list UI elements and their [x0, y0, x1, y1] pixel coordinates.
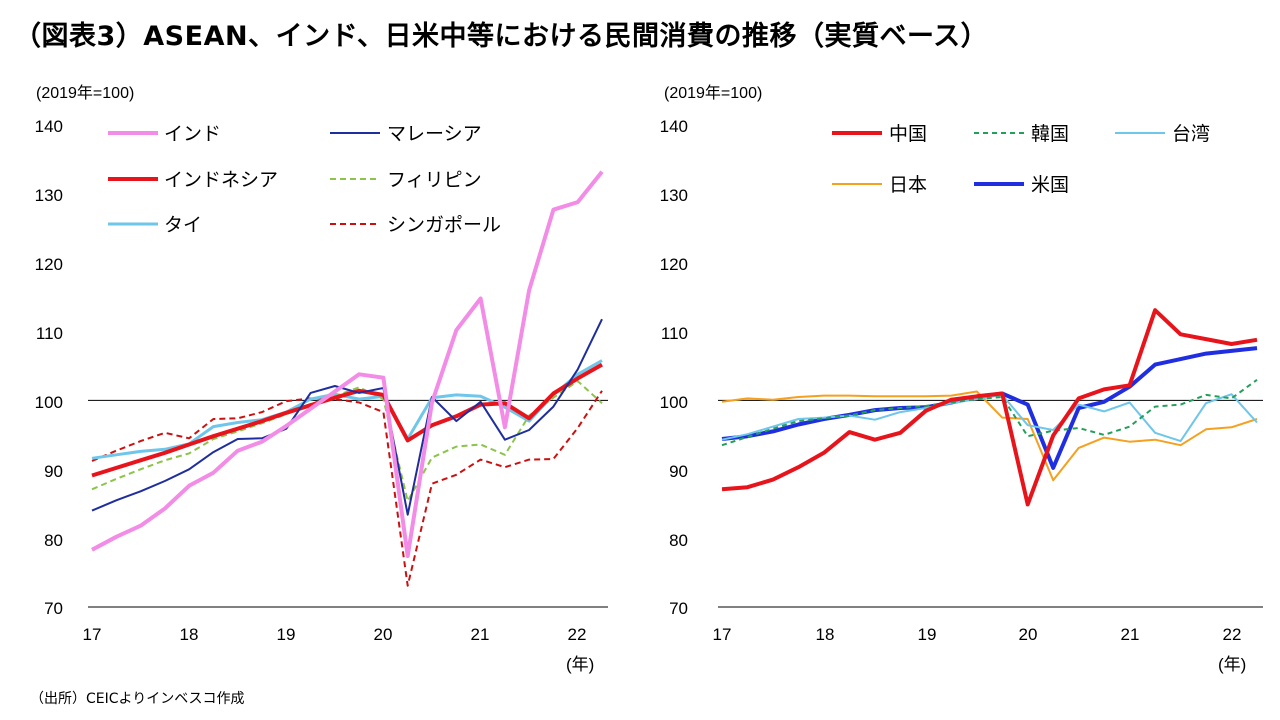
legend-label-usa: 米国 — [1031, 174, 1069, 196]
x-tick-label: 22 — [1223, 625, 1242, 644]
y-tick-label: 100 — [660, 393, 688, 412]
chart-title: （図表3）ASEAN、インド、日米中等における民間消費の推移（実質ベース） — [14, 21, 989, 52]
x-tick-label: 21 — [1121, 625, 1140, 644]
series-line-インド — [91, 170, 604, 558]
y-tick-label: 110 — [36, 324, 63, 343]
series-line-韓国 — [721, 378, 1258, 447]
series-line-シンガポール — [91, 390, 603, 587]
y-tick-label: 130 — [660, 186, 688, 205]
series-line-日本 — [721, 390, 1258, 482]
legend-label-india: インド — [164, 124, 221, 145]
x-tick-label: 19 — [918, 625, 937, 644]
x-tick-label: 18 — [816, 625, 835, 644]
x-tick-label: 21 — [471, 625, 490, 644]
x-tick-label: 20 — [1019, 625, 1038, 644]
legend-label-taiwan: 台湾 — [1172, 123, 1210, 145]
y-tick-label: 80 — [669, 531, 688, 550]
y-tick-label: 140 — [660, 117, 688, 136]
legend-label-japan: 日本 — [889, 174, 927, 196]
series-line-インドネシア — [91, 362, 603, 478]
series-line-タイ — [91, 359, 603, 460]
series-line-米国 — [721, 346, 1258, 470]
left-x-ticks: 17 18 19 20 21 22 — [83, 625, 587, 644]
left-y-ticks: 140 130 120 110 100 90 80 70 — [35, 117, 63, 618]
left-x-unit-label: (年) — [566, 655, 594, 674]
legend-label-china: 中国 — [889, 123, 927, 145]
y-tick-label: 80 — [44, 531, 63, 550]
x-tick-label: 18 — [180, 625, 199, 644]
right-unit-label: (2019年=100) — [664, 84, 762, 102]
y-tick-label: 120 — [35, 255, 63, 274]
x-tick-label: 17 — [83, 625, 102, 644]
x-tick-label: 17 — [713, 625, 732, 644]
right-plot-area — [718, 308, 1263, 608]
left-plot-area — [88, 170, 608, 608]
y-tick-label: 70 — [669, 599, 688, 618]
left-legend: インド マレーシア インドネシア フィリピン タイ シンガポール — [108, 124, 501, 236]
legend-label-indonesia: インドネシア — [164, 170, 278, 191]
x-tick-label: 22 — [568, 625, 587, 644]
y-tick-label: 110 — [661, 324, 688, 343]
series-line-中国 — [721, 308, 1258, 507]
x-tick-label: 20 — [374, 625, 393, 644]
series-line-フィリピン — [91, 380, 603, 502]
legend-label-singapore: シンガポール — [387, 214, 501, 236]
legend-label-thailand: タイ — [164, 214, 202, 236]
y-tick-label: 90 — [44, 462, 63, 481]
right-y-ticks: 140 130 120 110 100 90 80 70 — [660, 117, 688, 618]
source-note: （出所）CEICよりインベスコ作成 — [30, 691, 245, 707]
left-unit-label: (2019年=100) — [36, 84, 134, 102]
legend-label-philippines: フィリピン — [387, 170, 482, 191]
y-tick-label: 100 — [35, 393, 63, 412]
right-chart: (2019年=100) (年) 140 130 120 110 100 90 8… — [660, 84, 1263, 674]
y-tick-label: 90 — [669, 462, 688, 481]
right-x-unit-label: (年) — [1218, 655, 1246, 674]
legend-label-korea: 韓国 — [1031, 123, 1069, 145]
x-tick-label: 19 — [277, 625, 296, 644]
left-chart: (2019年=100) (年) 140 130 120 110 100 90 8… — [35, 84, 608, 674]
y-tick-label: 120 — [660, 255, 688, 274]
right-legend: 中国 韓国 台湾 日本 米国 — [832, 123, 1210, 196]
series-line-台湾 — [721, 393, 1258, 443]
right-x-ticks: 17 18 19 20 21 22 — [713, 625, 1242, 644]
series-line-マレーシア — [91, 318, 603, 516]
legend-label-malaysia: マレーシア — [387, 124, 482, 145]
y-tick-label: 130 — [35, 186, 63, 205]
y-tick-label: 70 — [44, 599, 63, 618]
y-tick-label: 140 — [35, 117, 63, 136]
